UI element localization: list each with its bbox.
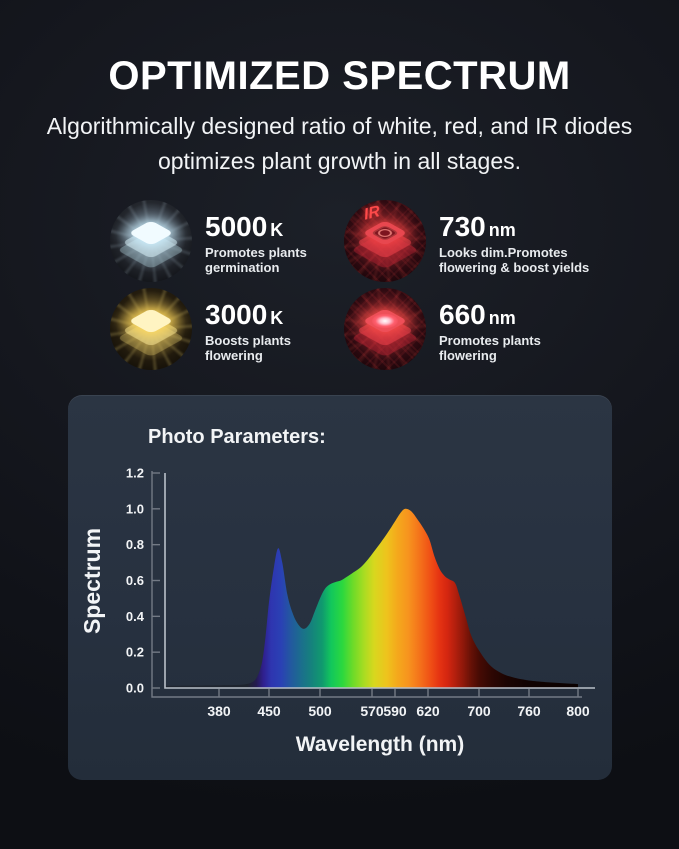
subtitle-line-1: Algorithmically designed ratio of white,… [46, 113, 633, 139]
y-tick-label: 0.4 [126, 609, 145, 624]
photo-parameters-panel: Photo Parameters: 0.0 0.2 0.4 0.6 0.8 1.0 1.2 3… [68, 395, 612, 780]
y-tick-label: 0.2 [126, 645, 144, 660]
y-tick-label: 0.0 [126, 681, 144, 696]
x-tick-label: 450 [257, 703, 281, 719]
feature-description: Promotes plants germination [205, 245, 307, 276]
led-photo-ir-diode: IR [344, 200, 426, 282]
y-tick-label: 1.2 [126, 466, 144, 481]
feature-5000k: 5000 K Promotes plants germination [110, 200, 307, 282]
led-photo-white-diode [110, 200, 192, 282]
feature-description: Looks dim.Promotes flowering & boost yie… [439, 245, 590, 276]
feature-value: 660 nm [439, 299, 516, 330]
subtitle-line-2: optimizes plant growth in all stages. [157, 147, 522, 174]
led-chip-icon [110, 288, 192, 370]
page-subtitle: Algorithmically designed ratio of white,… [0, 109, 679, 178]
y-tick-label: 0.8 [126, 537, 144, 552]
axis-spine [151, 471, 582, 698]
feature-660nm: 660 nm Promotes plants flowering [344, 288, 541, 370]
led-chip-icon [344, 200, 426, 282]
ir-label: IR [362, 203, 381, 224]
plot-frame [164, 473, 595, 689]
spectrum-chart: Photo Parameters: 0.0 0.2 0.4 0.6 0.8 1.0 1.2 3… [79, 426, 595, 756]
x-tick-label: 590 [383, 703, 407, 719]
x-axis-title: Wavelength (nm) [296, 733, 464, 756]
y-axis-title: Spectrum [79, 528, 105, 634]
x-tick-label: 570 [360, 703, 384, 719]
y-tick-label: 1.0 [126, 501, 144, 516]
feature-3000k: 3000 K Boosts plants flowering [110, 288, 291, 370]
x-tick-label: 500 [308, 703, 332, 719]
x-tick-label: 380 [207, 703, 231, 719]
feature-value: 5000 K [205, 211, 284, 242]
feature-730nm: IR 730 nm Looks dim.Promotes flowering & … [344, 200, 589, 282]
panel-title: Photo Parameters: [148, 426, 326, 448]
feature-description: Boosts plants flowering [205, 333, 291, 364]
y-tick-label: 0.6 [126, 573, 144, 588]
led-chip-icon [344, 288, 426, 370]
x-tick-label: 700 [467, 703, 491, 719]
feature-value: 730 nm [439, 211, 516, 242]
x-tick-label: 620 [416, 703, 440, 719]
feature-description: Promotes plants flowering [439, 333, 541, 364]
x-tick-label: 760 [517, 703, 541, 719]
feature-value: 3000 K [205, 299, 284, 330]
x-tick-label: 800 [566, 703, 590, 719]
led-photo-red-diode [344, 288, 426, 370]
led-chip-icon [110, 200, 192, 282]
page-title: OPTIMIZED SPECTRUM [108, 54, 571, 98]
spectrum-area-curve [165, 508, 578, 688]
led-photo-warm-diode [110, 288, 192, 370]
